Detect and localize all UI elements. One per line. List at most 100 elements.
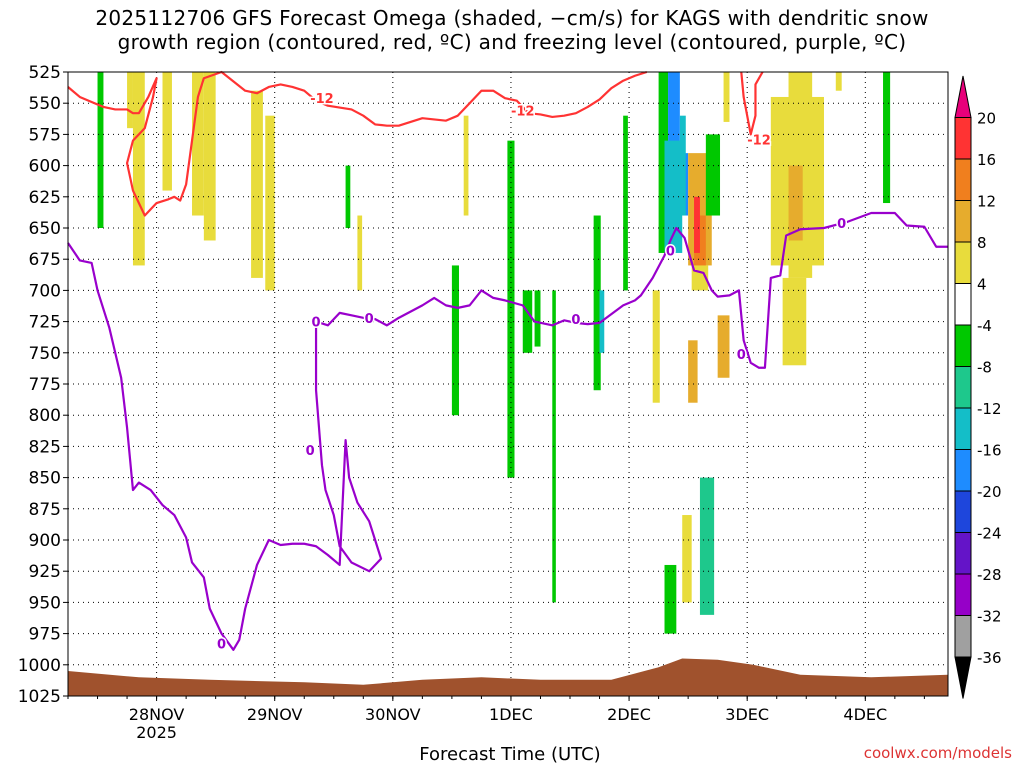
chart-title: 2025112706 GFS Forecast Omega (shaded, −… bbox=[0, 6, 1024, 54]
y-tick-label: 675 bbox=[29, 250, 61, 270]
dgz-contour-label: -12 bbox=[511, 105, 535, 120]
omega-patch bbox=[203, 72, 216, 241]
omega-patch bbox=[658, 72, 669, 253]
omega-patch bbox=[451, 265, 459, 416]
omega-patch bbox=[664, 564, 677, 634]
colorbar-segment bbox=[954, 615, 972, 658]
y-tick-label: 975 bbox=[29, 625, 61, 645]
colorbar-segment bbox=[954, 117, 972, 160]
x-tick-label: 28NOV bbox=[129, 705, 185, 724]
x-tick-label: 4DEC bbox=[843, 705, 887, 724]
title-line-2: growth region (contoured, red, ºC) and f… bbox=[117, 30, 907, 54]
omega-patch bbox=[679, 115, 686, 216]
colorbar-label: -20 bbox=[977, 483, 1002, 501]
colorbar-segment bbox=[954, 366, 972, 409]
colorbar-segment bbox=[954, 573, 972, 616]
freezing-level-label: 0 bbox=[571, 313, 580, 328]
omega-patch bbox=[192, 72, 204, 216]
y-tick-label: 850 bbox=[29, 469, 61, 489]
omega-patch bbox=[682, 515, 692, 603]
colorbar-top-arrow bbox=[954, 75, 972, 118]
x-tick-label: 2DEC bbox=[607, 705, 651, 724]
y-tick-label: 1025 bbox=[18, 687, 61, 707]
y-tick-label: 825 bbox=[29, 437, 61, 457]
omega-patch bbox=[623, 115, 628, 291]
dgz-contour-line-right bbox=[740, 71, 764, 136]
x-axis-label: Forecast Time (UTC) bbox=[419, 744, 601, 765]
omega-patch bbox=[552, 290, 556, 603]
y-axis: 525 550 575 600 625 650 675 700 725 750 775 800 825 8… bbox=[18, 63, 68, 707]
colorbar-segment bbox=[954, 407, 972, 450]
y-tick-label: 925 bbox=[29, 562, 61, 582]
y-tick-label: 1000 bbox=[18, 656, 61, 676]
freezing-level-line bbox=[67, 211, 948, 651]
x-tick-sublabel: 2025 bbox=[136, 723, 177, 742]
freezing-level-label: 0 bbox=[312, 316, 321, 331]
omega-patch bbox=[345, 165, 351, 228]
terrain-fill bbox=[68, 658, 948, 696]
omega-patch bbox=[251, 90, 263, 278]
y-tick-label: 750 bbox=[29, 344, 61, 364]
credit-text: coolwx.com/models bbox=[863, 744, 1012, 762]
omega-patch bbox=[132, 72, 145, 266]
omega-patch bbox=[507, 140, 515, 478]
colorbar-label: -4 bbox=[977, 317, 992, 335]
y-tick-label: 725 bbox=[29, 313, 61, 333]
dgz-contour-label: -12 bbox=[747, 133, 771, 148]
freezing-level-label: 0 bbox=[666, 244, 675, 259]
y-tick-label: 700 bbox=[29, 281, 61, 301]
contours: -12 -12 -12 0 0 0 0 0 0 0 0 bbox=[67, 70, 948, 654]
y-tick-label: 575 bbox=[29, 125, 61, 145]
omega-patch bbox=[705, 134, 721, 216]
colorbar-label: -36 bbox=[977, 649, 1002, 667]
y-tick-label: 875 bbox=[29, 500, 61, 520]
omega-patch bbox=[127, 72, 133, 129]
freezing-level-label: 0 bbox=[365, 312, 374, 327]
omega-patch bbox=[883, 72, 891, 204]
colorbar-label: 20 bbox=[977, 110, 996, 128]
colorbar-label: -28 bbox=[977, 566, 1002, 584]
x-tick-label: 1DEC bbox=[489, 705, 533, 724]
dgz-contour-line bbox=[67, 70, 648, 217]
omega-patch bbox=[357, 215, 363, 291]
colorbar-label: -24 bbox=[977, 525, 1002, 543]
terrain-polygon bbox=[68, 658, 948, 696]
colorbar-label: -12 bbox=[977, 400, 1002, 418]
colorbar-segment bbox=[954, 158, 972, 201]
title-line-1: 2025112706 GFS Forecast Omega (shaded, −… bbox=[95, 6, 929, 30]
colorbar-segment bbox=[954, 490, 972, 533]
colorbar-segment bbox=[954, 200, 972, 243]
y-tick-label: 600 bbox=[29, 157, 61, 177]
omega-patch bbox=[593, 215, 601, 391]
colorbar-segment bbox=[954, 532, 972, 575]
omega-patch bbox=[162, 72, 172, 191]
omega-patch bbox=[522, 290, 533, 353]
freezing-level-label: 0 bbox=[837, 217, 846, 232]
dgz-contour-label: -12 bbox=[310, 92, 334, 107]
omega-patch bbox=[699, 477, 715, 615]
colorbar-label: 16 bbox=[977, 151, 996, 169]
y-tick-label: 800 bbox=[29, 406, 61, 426]
x-tick-label: 3DEC bbox=[725, 705, 769, 724]
colorbar-label: 12 bbox=[977, 193, 996, 211]
omega-patch bbox=[463, 115, 469, 216]
omega-patch bbox=[835, 72, 842, 91]
freezing-level-label: 0 bbox=[306, 444, 315, 459]
y-tick-label: 775 bbox=[29, 375, 61, 395]
omega-patch bbox=[668, 72, 680, 179]
colorbar-label: -8 bbox=[977, 359, 992, 377]
y-tick-label: 650 bbox=[29, 219, 61, 239]
colorbar-segment bbox=[954, 283, 972, 326]
omega-patch bbox=[97, 72, 104, 228]
colorbar-bottom-arrow bbox=[954, 656, 972, 699]
colorbar-label: 4 bbox=[977, 276, 987, 294]
y-tick-label: 525 bbox=[29, 63, 61, 83]
freezing-level-label: 0 bbox=[737, 348, 746, 363]
omega-patch bbox=[694, 196, 700, 253]
y-tick-label: 900 bbox=[29, 531, 61, 551]
colorbar-label: 8 bbox=[977, 234, 987, 252]
colorbar-segment bbox=[954, 241, 972, 284]
x-tick-label: 29NOV bbox=[247, 705, 303, 724]
colorbar-label: -16 bbox=[977, 442, 1002, 460]
